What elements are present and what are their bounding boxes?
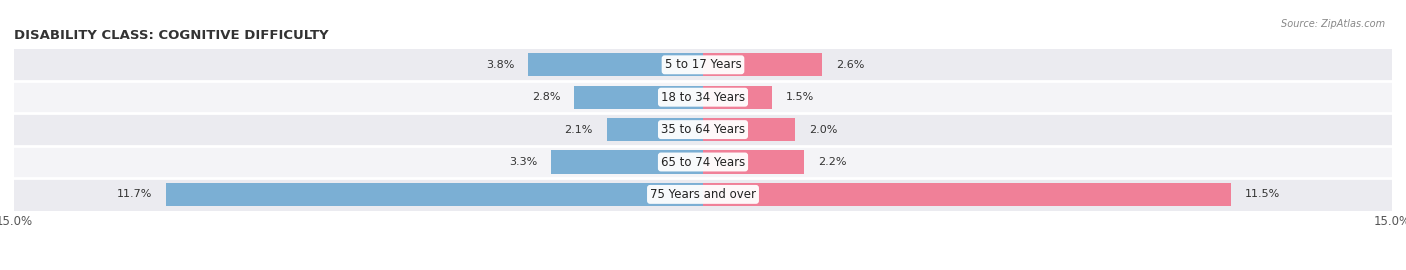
Bar <box>703 53 823 76</box>
Text: Source: ZipAtlas.com: Source: ZipAtlas.com <box>1281 19 1385 29</box>
Bar <box>703 150 804 174</box>
Bar <box>575 86 703 109</box>
Bar <box>166 183 703 206</box>
Text: 3.8%: 3.8% <box>486 60 515 70</box>
Bar <box>14 81 1392 113</box>
Bar <box>14 49 1392 81</box>
Bar <box>14 146 1392 178</box>
Text: 3.3%: 3.3% <box>509 157 537 167</box>
Text: 11.7%: 11.7% <box>117 189 152 200</box>
Bar <box>14 178 1392 211</box>
Text: 75 Years and over: 75 Years and over <box>650 188 756 201</box>
Text: 18 to 34 Years: 18 to 34 Years <box>661 91 745 104</box>
Text: 2.6%: 2.6% <box>837 60 865 70</box>
Bar <box>703 118 794 141</box>
Text: 1.5%: 1.5% <box>786 92 814 102</box>
Text: 65 to 74 Years: 65 to 74 Years <box>661 156 745 168</box>
Text: 2.0%: 2.0% <box>808 124 837 135</box>
Bar <box>606 118 703 141</box>
Text: 11.5%: 11.5% <box>1244 189 1281 200</box>
Legend: Male, Female: Male, Female <box>641 266 765 270</box>
Text: 2.8%: 2.8% <box>531 92 561 102</box>
Bar <box>14 113 1392 146</box>
Text: 5 to 17 Years: 5 to 17 Years <box>665 58 741 71</box>
Bar <box>529 53 703 76</box>
Bar <box>703 86 772 109</box>
Bar <box>703 183 1232 206</box>
Text: 2.1%: 2.1% <box>564 124 593 135</box>
Text: DISABILITY CLASS: COGNITIVE DIFFICULTY: DISABILITY CLASS: COGNITIVE DIFFICULTY <box>14 29 329 42</box>
Text: 35 to 64 Years: 35 to 64 Years <box>661 123 745 136</box>
Text: 2.2%: 2.2% <box>818 157 846 167</box>
Bar <box>551 150 703 174</box>
